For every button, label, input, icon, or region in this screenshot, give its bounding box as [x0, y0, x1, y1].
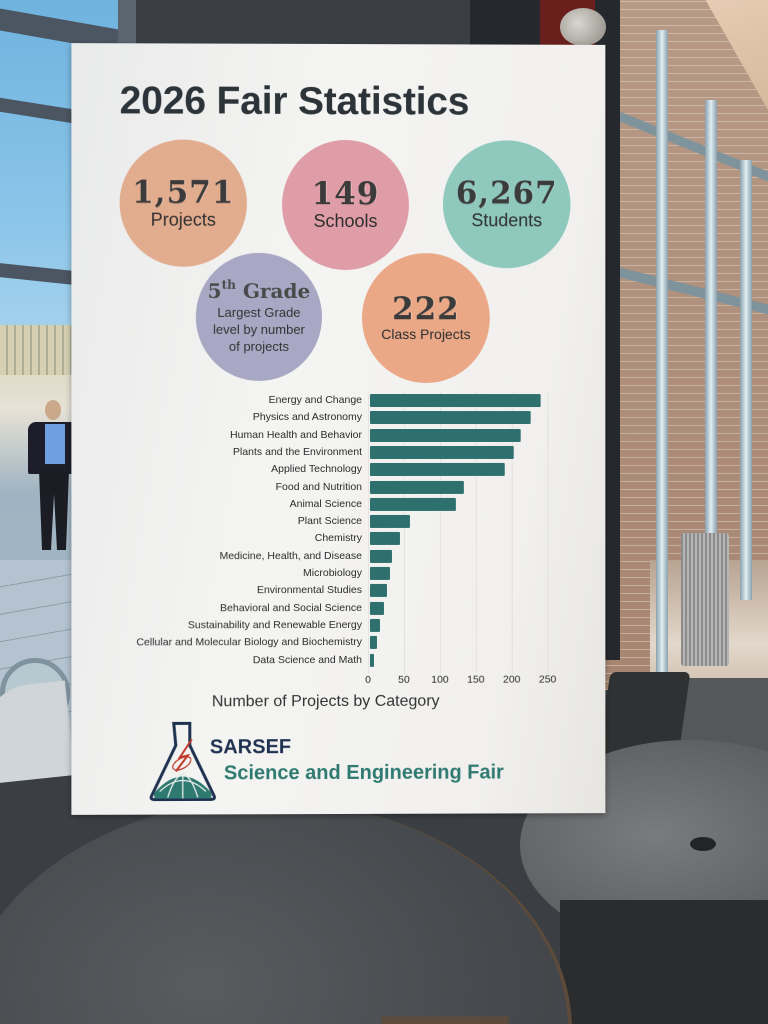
stat-value: 149 [311, 175, 380, 213]
stat-value: 222 [392, 291, 460, 328]
stat-value: 1,571 [132, 174, 235, 211]
chart-row: Applied Technology [71, 461, 605, 478]
chart-category-label: Cellular and Molecular Biology and Bioch… [136, 636, 362, 649]
chart-x-tick: 250 [538, 673, 557, 686]
chart-row: Energy and Change [71, 392, 605, 409]
chart-row: Animal Science [71, 496, 605, 513]
chart-x-axis-label: Number of Projects by Category [211, 692, 440, 711]
chart-category-label: Sustainability and Renewable Energy [187, 618, 362, 632]
chart-bar [369, 480, 464, 494]
chart-row: Medicine, Health, and Disease [71, 547, 605, 565]
chart-bar [369, 566, 391, 580]
chart-category-label: Plants and the Environment [232, 445, 362, 458]
projects-by-category-chart: 0 50 100 150 200 250 Energy and Change Physics … [71, 388, 605, 719]
chart-bar [369, 463, 505, 477]
chart-bar [369, 411, 531, 425]
chart-category-label: Food and Nutrition [275, 480, 362, 493]
chart-category-label: Animal Science [289, 497, 362, 510]
chart-bar [369, 584, 388, 598]
chart-x-tick: 200 [502, 673, 521, 686]
trash-can [681, 533, 729, 666]
chart-row: Human Health and Behavior [71, 427, 605, 444]
chart-category-label: Plant Science [297, 515, 362, 528]
chart-bar [369, 601, 385, 615]
chart-row: Plant Science [71, 513, 605, 530]
poster-title: 2026 Fair Statistics [119, 79, 470, 124]
chart-x-tick: 100 [431, 673, 449, 686]
chart-category-label: Energy and Change [268, 393, 362, 407]
chart-category-label: Environmental Studies [256, 584, 362, 597]
chart-bar [369, 653, 374, 667]
chart-x-tick: 0 [365, 673, 371, 686]
chart-row: Sustainability and Renewable Energy [71, 616, 605, 634]
round-table [0, 800, 572, 1024]
chart-category-label: Physics and Astronomy [252, 411, 362, 424]
chart-row: Plants and the Environment [71, 444, 605, 461]
stat-largest-grade: 5th Grade Largest Grade level by number … [195, 252, 322, 381]
chart-bar [369, 532, 401, 546]
chart-x-tick: 50 [398, 673, 410, 686]
chart-category-label: Medicine, Health, and Disease [219, 549, 362, 562]
chart-row: Food and Nutrition [71, 478, 605, 495]
flask-globe-icon [148, 719, 218, 801]
stat-schools: 149 Schools [281, 139, 409, 271]
chart-bar [369, 515, 410, 529]
chart-bar [369, 549, 393, 563]
stat-label: Students [471, 210, 543, 231]
chart-category-label: Applied Technology [271, 463, 362, 476]
chart-row: Microbiology [71, 565, 605, 583]
stat-value: 5th Grade [207, 278, 311, 304]
walking-person [28, 398, 82, 555]
chart-category-label: Chemistry [314, 532, 362, 545]
chart-row: Cellular and Molecular Biology and Bioch… [71, 634, 605, 652]
stat-students: 6,267 Students [442, 140, 571, 269]
stat-projects: 1,571 Projects [119, 139, 247, 267]
chair-back [0, 680, 75, 785]
chart-row: Behavioral and Social Science [71, 599, 605, 617]
chart-row: Chemistry [71, 530, 605, 548]
window-mullion [656, 30, 668, 690]
stat-class-projects: 222 Class Projects [361, 253, 490, 384]
chart-bar [369, 428, 521, 442]
chart-category-label: Human Health and Behavior [229, 428, 362, 441]
chart-bar [369, 618, 381, 632]
window-mullion [705, 100, 717, 620]
chart-category-label: Microbiology [303, 566, 362, 580]
chart-category-label: Behavioral and Social Science [220, 601, 362, 614]
chart-x-tick: 150 [467, 673, 485, 686]
table-grommet [690, 837, 716, 851]
chart-row: Environmental Studies [71, 582, 605, 600]
chart-row: Data Science and Math [71, 651, 605, 669]
chart-row: Physics and Astronomy [71, 409, 605, 426]
window-mullion [740, 160, 752, 600]
stat-label: Projects [150, 209, 216, 230]
logo-name: SARSEF [209, 736, 292, 759]
stat-label: Schools [313, 210, 378, 232]
chart-bar [369, 497, 457, 511]
chart-bar [369, 636, 378, 650]
stat-value: 6,267 [455, 175, 558, 212]
chart-bar [369, 445, 514, 459]
window-frame [118, 0, 136, 50]
stat-label: Class Projects [381, 326, 471, 343]
stat-label: Largest Grade level by number of project… [212, 305, 305, 354]
statistics-poster: 2026 Fair Statistics 1,571 Projects 149 … [71, 43, 606, 815]
logo-tagline: Science and Engineering Fair [223, 761, 504, 785]
chart-category-label: Data Science and Math [252, 653, 362, 666]
alarm-light [560, 8, 606, 46]
chart-bar [369, 394, 541, 408]
table-base [560, 900, 768, 1024]
